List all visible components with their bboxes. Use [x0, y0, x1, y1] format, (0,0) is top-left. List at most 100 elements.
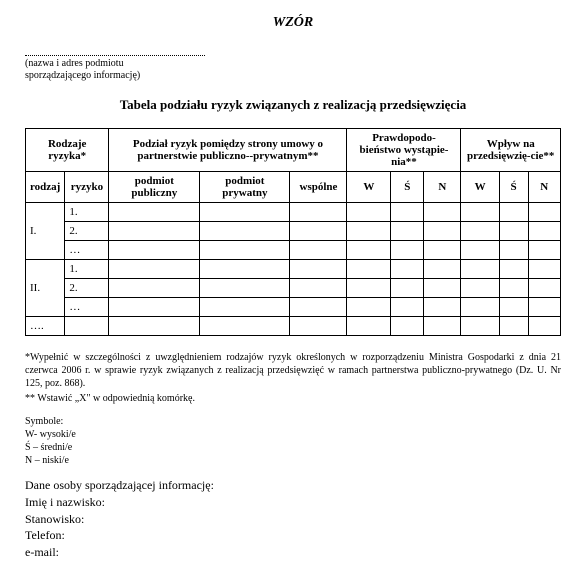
cell [391, 222, 424, 241]
cell [290, 222, 347, 241]
cell [461, 260, 499, 279]
risk-table: Rodzaje ryzyka* Podział ryzyk pomiędzy s… [25, 128, 561, 336]
cell [200, 317, 290, 336]
entity-note-l2: sporządzającego informację) [25, 70, 140, 81]
th-w1: W [347, 172, 391, 203]
cell [109, 298, 200, 317]
cell [290, 203, 347, 222]
cell [290, 298, 347, 317]
table-row: 2. [26, 222, 561, 241]
cell-ryzyko [65, 317, 109, 336]
cell [290, 260, 347, 279]
cell-rodzaj: …. [26, 317, 65, 336]
cell [391, 279, 424, 298]
person-name: Imię i nazwisko: [25, 494, 561, 511]
cell [499, 298, 528, 317]
symbols-title: Symbole: [25, 415, 561, 428]
cell [528, 260, 560, 279]
symbol-s: Ś – średni/e [25, 441, 561, 454]
th-s2: Ś [499, 172, 528, 203]
symbol-w: W- wysoki/e [25, 428, 561, 441]
cell [347, 222, 391, 241]
entity-dotted-line [25, 46, 205, 56]
th-rodzaj: rodzaj [26, 172, 65, 203]
table-row: … [26, 241, 561, 260]
cell [391, 241, 424, 260]
th-prywatny: podmiot prywatny [200, 172, 290, 203]
cell [290, 279, 347, 298]
th-wplyw: Wpływ na przedsięwzię-cie** [461, 129, 561, 172]
cell [461, 222, 499, 241]
th-wspolne: wspólne [290, 172, 347, 203]
cell [499, 317, 528, 336]
th-n1: N [424, 172, 461, 203]
cell-ryzyko: … [65, 298, 109, 317]
person-phone: Telefon: [25, 527, 561, 544]
cell [461, 241, 499, 260]
cell [528, 317, 560, 336]
symbols: Symbole: W- wysoki/e Ś – średni/e N – ni… [25, 415, 561, 467]
cell [528, 203, 560, 222]
cell [461, 317, 499, 336]
table-row: I. 1. [26, 203, 561, 222]
cell [347, 298, 391, 317]
footnote-2: ** Wstawić „X" w odpowiednią komórkę. [25, 392, 561, 405]
cell [391, 260, 424, 279]
entity-note-l1: (nazwa i adres podmiotu [25, 58, 124, 69]
cell [109, 317, 200, 336]
cell [347, 241, 391, 260]
cell [347, 260, 391, 279]
cell-ryzyko: 2. [65, 222, 109, 241]
cell [347, 317, 391, 336]
cell [499, 241, 528, 260]
cell [528, 298, 560, 317]
person-position: Stanowisko: [25, 511, 561, 528]
main-title: Tabela podziału ryzyk związanych z reali… [25, 97, 561, 113]
entity-note: (nazwa i adres podmiotu sporządzającego … [25, 58, 561, 82]
cell [200, 203, 290, 222]
cell [499, 279, 528, 298]
cell [499, 222, 528, 241]
table-row: 2. [26, 279, 561, 298]
table-row: II. 1. [26, 260, 561, 279]
cell-ryzyko: 2. [65, 279, 109, 298]
cell [424, 298, 461, 317]
cell [109, 260, 200, 279]
table-header-row-2: rodzaj ryzyko podmiot publiczny podmiot … [26, 172, 561, 203]
cell [109, 241, 200, 260]
cell [391, 298, 424, 317]
symbol-n: N – niski/e [25, 454, 561, 467]
cell [424, 203, 461, 222]
th-s1: Ś [391, 172, 424, 203]
th-prawdo: Prawdopodo-bieństwo wystąpie-nia** [347, 129, 461, 172]
cell [528, 222, 560, 241]
th-rodzaje: Rodzaje ryzyka* [26, 129, 109, 172]
cell [461, 279, 499, 298]
cell [424, 279, 461, 298]
th-n2: N [528, 172, 560, 203]
cell [528, 279, 560, 298]
table-header-row-1: Rodzaje ryzyka* Podział ryzyk pomiędzy s… [26, 129, 561, 172]
cell [528, 241, 560, 260]
footnote-1: *Wypełnić w szczególności z uwzględnieni… [25, 351, 561, 390]
cell [461, 298, 499, 317]
cell [109, 203, 200, 222]
cell [424, 222, 461, 241]
cell-ryzyko: 1. [65, 260, 109, 279]
th-podzial: Podział ryzyk pomiędzy strony umowy o pa… [109, 129, 347, 172]
person-info: Dane osoby sporządzającej informację: Im… [25, 477, 561, 561]
cell [461, 203, 499, 222]
cell [347, 203, 391, 222]
cell [200, 241, 290, 260]
table-row: …. [26, 317, 561, 336]
cell [424, 241, 461, 260]
cell [499, 203, 528, 222]
cell [391, 317, 424, 336]
cell [109, 222, 200, 241]
cell-ryzyko: 1. [65, 203, 109, 222]
cell [200, 260, 290, 279]
cell [200, 298, 290, 317]
th-publiczny: podmiot publiczny [109, 172, 200, 203]
person-title: Dane osoby sporządzającej informację: [25, 477, 561, 494]
table-row: … [26, 298, 561, 317]
